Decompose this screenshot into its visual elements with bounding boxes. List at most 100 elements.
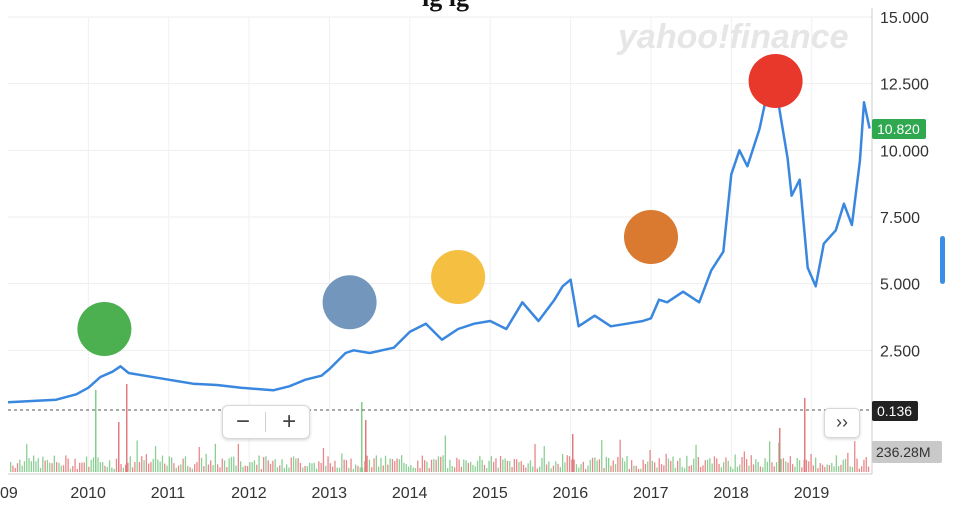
volume-bar — [16, 463, 19, 472]
volume-bar — [481, 459, 483, 472]
volume-bar — [601, 440, 603, 472]
volume-bar — [605, 456, 607, 472]
volume-bar — [361, 467, 364, 472]
volume-bar — [180, 464, 182, 472]
volume-bar — [792, 464, 794, 472]
volume-bar — [219, 467, 221, 472]
volume-bar — [433, 459, 435, 472]
volume-bar — [801, 467, 803, 472]
volume-bar — [102, 462, 104, 472]
volume-bar — [104, 465, 106, 472]
volume-bar — [536, 468, 538, 472]
zoom-out-button[interactable]: − — [235, 408, 250, 435]
volume-bar — [647, 461, 649, 472]
expand-chart-button[interactable]: ›› — [824, 408, 860, 438]
volume-bar — [552, 465, 555, 472]
volume-bar — [157, 459, 159, 472]
y-tick-label: 7.500 — [880, 210, 920, 227]
volume-bar — [858, 468, 860, 472]
volume-bar — [470, 461, 472, 472]
volume-bar — [520, 461, 522, 472]
volume-bar — [387, 464, 389, 472]
volume-bar — [53, 455, 55, 472]
volume-bar — [37, 458, 39, 472]
volume-bar — [265, 456, 267, 472]
volume-bar — [651, 460, 653, 472]
volume-bar — [315, 468, 318, 472]
volume-bar — [697, 457, 699, 472]
volume-bar — [251, 462, 253, 472]
x-tick-label: 09 — [0, 485, 18, 502]
volume-bar — [506, 460, 509, 472]
volume-bar — [815, 457, 817, 472]
volume-bar — [755, 459, 757, 472]
volume-bar — [210, 460, 212, 472]
volume-spike — [126, 384, 128, 472]
volume-bar — [269, 463, 272, 472]
volume-bar — [518, 461, 520, 472]
volume-bar — [131, 467, 134, 472]
volume-bar — [23, 461, 26, 472]
volume-bar — [739, 464, 741, 472]
volume-bar — [821, 464, 824, 472]
volume-spike — [572, 434, 574, 472]
volume-bar — [435, 459, 437, 472]
zoom-in-button[interactable]: + — [282, 408, 297, 435]
volume-bar — [26, 444, 28, 472]
volume-bar — [580, 464, 582, 472]
volume-bar — [380, 457, 382, 472]
volume-bar — [166, 465, 168, 472]
volume-bar — [143, 460, 145, 472]
side-scroll-handle[interactable] — [940, 236, 945, 284]
x-tick-label: 2018 — [713, 485, 749, 502]
volume-bar — [677, 460, 679, 472]
volume-bar — [171, 457, 173, 472]
volume-bar — [833, 466, 835, 472]
volume-bar — [39, 467, 42, 472]
volume-bar — [633, 465, 635, 472]
volume-bar — [398, 459, 400, 472]
volume-bar — [681, 466, 683, 472]
volume-bar — [281, 459, 283, 472]
volume-bar — [493, 461, 495, 472]
volume-bar — [421, 455, 423, 472]
volume-bar — [10, 462, 12, 472]
volume-bar — [235, 465, 237, 472]
volume-bar — [343, 459, 345, 472]
x-tick-label: 2019 — [794, 485, 830, 502]
volume-bar — [283, 467, 285, 472]
volume-bar — [237, 443, 239, 472]
annotation-circle — [431, 250, 486, 304]
volume-bar — [617, 456, 619, 472]
volume-bar — [127, 462, 129, 472]
volume-bar — [384, 455, 387, 472]
volume-bar — [509, 461, 511, 472]
volume-bar — [757, 461, 759, 472]
volume-bar — [794, 466, 796, 472]
volume-bar — [631, 460, 633, 472]
volume-bar — [122, 467, 124, 472]
volume-bar — [134, 462, 136, 472]
volume-bar — [348, 467, 350, 472]
volume-bar — [619, 439, 621, 472]
volume-bar — [368, 459, 371, 472]
volume-bar — [141, 456, 143, 472]
volume-bar — [414, 468, 417, 472]
volume-bar — [428, 468, 430, 472]
volume-bar — [389, 458, 391, 472]
volume-bar — [686, 455, 688, 472]
volume-bar — [198, 447, 200, 472]
volume-bar — [472, 464, 474, 472]
volume-bar — [69, 468, 72, 472]
volume-bar — [106, 467, 108, 472]
volume-bar — [844, 459, 847, 472]
volume-bar — [826, 464, 828, 472]
volume-bar — [230, 456, 233, 472]
volume-bar — [458, 459, 460, 472]
volume-bar — [817, 468, 819, 472]
volume-bar — [203, 466, 205, 472]
volume-bar — [842, 459, 844, 472]
volume-bar — [21, 465, 23, 472]
volume-bar — [465, 460, 467, 472]
volume-bar — [72, 466, 74, 472]
